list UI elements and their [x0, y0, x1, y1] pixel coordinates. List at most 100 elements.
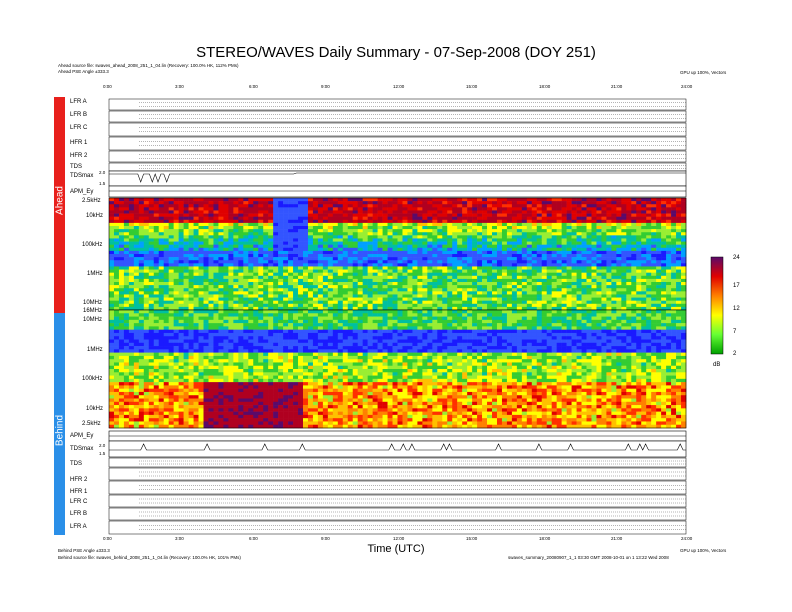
heat-cell	[173, 244, 179, 249]
heat-cell	[253, 306, 259, 311]
heat-cell	[148, 332, 155, 337]
heat-cell	[521, 222, 528, 227]
heat-cell	[442, 201, 448, 205]
heat-cell	[681, 226, 687, 230]
heat-cell	[273, 275, 279, 280]
heat-cell	[407, 244, 413, 249]
heat-cell	[641, 285, 647, 289]
heat-cell	[213, 294, 219, 298]
heat-cell	[501, 263, 508, 267]
heat-cell	[377, 241, 383, 245]
heat-cell	[337, 282, 344, 286]
heat-cell	[596, 263, 602, 267]
heat-cell	[407, 250, 413, 255]
heat-cell	[467, 210, 473, 214]
heat-cell	[238, 294, 244, 298]
heat-cell	[233, 285, 239, 289]
row-panel-0	[108, 98, 687, 111]
heat-cell	[651, 306, 657, 311]
heat-cell	[148, 329, 155, 334]
heat-cell	[387, 222, 393, 227]
heat-cell	[357, 250, 363, 255]
heat-cell	[153, 424, 160, 429]
heat-cell	[551, 216, 557, 221]
heat-cell	[248, 201, 254, 205]
heat-cell	[123, 275, 130, 280]
heat-cell	[477, 257, 483, 261]
heat-cell	[442, 247, 448, 252]
heat-cell	[671, 306, 677, 311]
heat-cell	[188, 310, 194, 314]
heat-cell	[233, 291, 239, 295]
heat-cell	[218, 294, 224, 298]
heat-cell	[293, 222, 299, 227]
heat-cell	[288, 229, 294, 233]
heat-cell	[591, 275, 597, 280]
heat-cell	[163, 263, 169, 267]
heat-cell	[467, 282, 473, 286]
heat-cell	[133, 266, 140, 270]
heat-cell	[646, 294, 652, 298]
heat-cell	[387, 250, 393, 255]
heat-cell	[302, 291, 309, 295]
heat-cell	[268, 303, 274, 308]
heat-cell	[437, 254, 443, 258]
heat-cell	[437, 207, 443, 211]
heat-cell	[298, 297, 304, 301]
heat-cell	[317, 226, 324, 230]
heat-cell	[437, 226, 443, 230]
heat-cell	[302, 269, 309, 273]
heat-cell	[327, 306, 334, 311]
heat-cell	[412, 250, 418, 255]
bottom-time-tick-15: 15:00	[466, 536, 478, 541]
heat-cell	[307, 303, 314, 308]
heat-cell	[118, 310, 125, 314]
heat-cell	[382, 213, 388, 217]
heat-cell	[148, 385, 155, 389]
heat-cell	[228, 244, 234, 249]
heat-cell	[123, 339, 130, 344]
heat-cell	[243, 226, 249, 230]
heat-cell	[621, 213, 627, 217]
heat-cell	[621, 263, 627, 267]
heat-cell	[158, 346, 165, 350]
heat-cell	[581, 213, 587, 217]
heat-cell	[133, 378, 140, 383]
heat-cell	[223, 297, 229, 301]
heat-cell	[263, 288, 269, 292]
heat-cell	[417, 244, 423, 249]
heat-cell	[377, 219, 383, 224]
heat-cell	[462, 297, 468, 301]
heat-cell	[427, 213, 433, 217]
heat-cell	[372, 226, 378, 230]
heat-cell	[347, 210, 354, 214]
heat-cell	[118, 300, 125, 305]
heat-cell	[576, 210, 582, 214]
heat-cell	[556, 303, 562, 308]
heat-cell	[327, 288, 334, 292]
heat-cell	[352, 263, 358, 267]
heat-cell	[153, 222, 160, 227]
heat-cell	[432, 294, 438, 298]
heat-cell	[631, 260, 637, 264]
heat-cell	[382, 204, 388, 208]
heat-cell	[656, 244, 662, 249]
heat-cell	[248, 297, 254, 301]
heat-cell	[616, 216, 622, 221]
row-panel-1	[108, 110, 687, 123]
heat-cell	[243, 282, 249, 286]
heat-cell	[158, 362, 165, 367]
heat-cell	[357, 282, 363, 286]
heat-cell	[233, 282, 239, 286]
heat-cell	[203, 235, 209, 239]
heat-cell	[223, 238, 229, 242]
heat-cell	[173, 216, 179, 221]
heat-cell	[123, 272, 130, 277]
heat-cell	[621, 294, 627, 298]
heat-cell	[163, 210, 169, 214]
heat-cell	[253, 235, 259, 239]
heat-cell	[148, 388, 155, 393]
heat-cell	[566, 219, 572, 224]
heat-cell	[387, 198, 393, 202]
heat-cell	[128, 411, 135, 416]
